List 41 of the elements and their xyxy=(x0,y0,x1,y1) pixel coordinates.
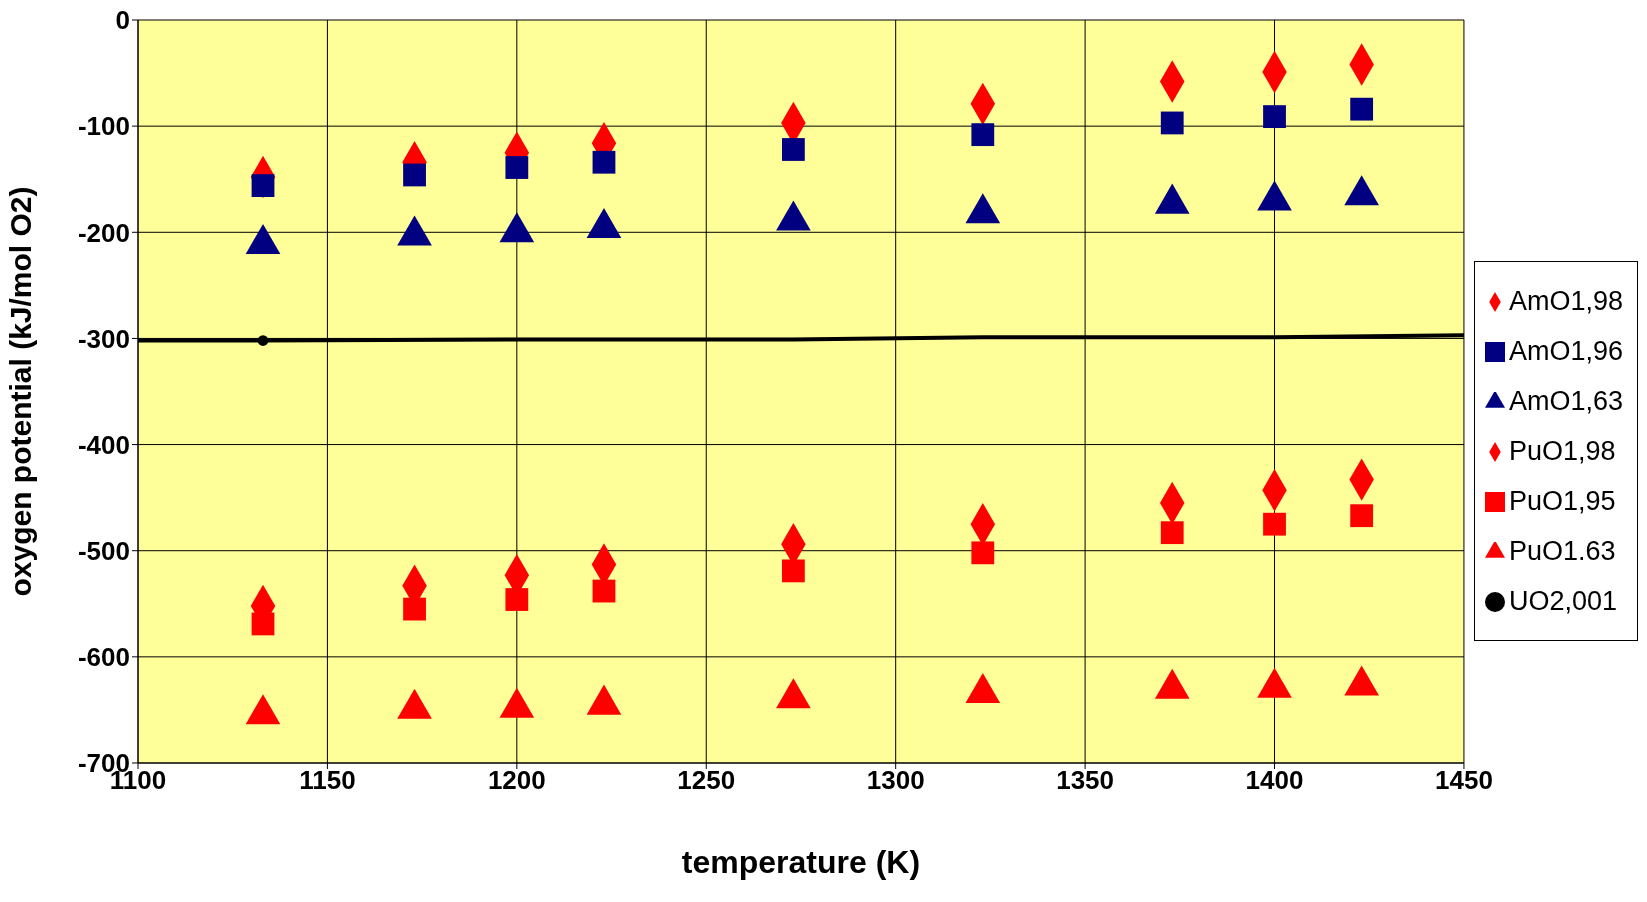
point xyxy=(1350,97,1374,121)
point xyxy=(1263,512,1286,536)
y-tick-label: -500 xyxy=(77,535,130,566)
legend-label: PuO1,98 xyxy=(1508,435,1616,466)
point xyxy=(1263,105,1286,128)
point xyxy=(1160,521,1184,545)
y-tick-label: -100 xyxy=(77,111,130,142)
point xyxy=(403,163,426,187)
y-tick-label: -300 xyxy=(77,323,130,354)
point xyxy=(505,588,529,611)
point xyxy=(403,597,426,621)
point xyxy=(251,612,275,636)
x-tick-label: 1250 xyxy=(677,765,736,796)
x-tick-label: 1300 xyxy=(866,765,925,796)
x-tick-label: 1150 xyxy=(299,765,356,796)
point xyxy=(781,559,805,583)
legend-label: UO2,001 xyxy=(1508,585,1618,616)
x-tick-label: 1450 xyxy=(1435,765,1493,796)
point xyxy=(781,138,805,161)
x-tick-label: 1200 xyxy=(487,765,546,796)
legend-label: AmO1,98 xyxy=(1508,285,1623,316)
y-tick-label: 0 xyxy=(115,5,130,36)
legend-label: AmO1,96 xyxy=(1508,335,1623,366)
point xyxy=(1160,111,1184,135)
point xyxy=(971,123,995,147)
point xyxy=(592,150,616,174)
legend-label: PuO1.63 xyxy=(1508,535,1616,566)
point xyxy=(257,335,269,346)
y-tick-label: -200 xyxy=(77,217,130,248)
y-tick-label: -600 xyxy=(77,642,130,673)
legend-label: AmO1,63 xyxy=(1508,385,1623,416)
point xyxy=(971,541,995,565)
y-tick-label: -400 xyxy=(77,429,130,460)
y-axis-title: oxygen potential (kJ/mol O2) xyxy=(3,186,37,597)
legend-label: PuO1,95 xyxy=(1508,485,1616,516)
x-axis-title: temperature (K) xyxy=(681,844,921,880)
x-tick-label: 1350 xyxy=(1056,765,1115,796)
point xyxy=(505,156,529,179)
point xyxy=(1350,504,1374,528)
point xyxy=(592,579,616,603)
x-tick-label: 1400 xyxy=(1245,765,1304,796)
